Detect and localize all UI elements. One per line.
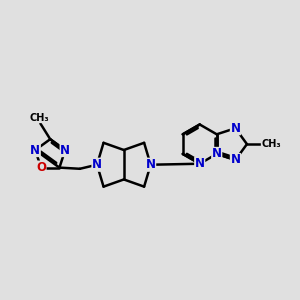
Text: O: O xyxy=(36,161,46,174)
Text: N: N xyxy=(230,154,240,166)
Text: CH₃: CH₃ xyxy=(30,112,50,123)
Text: N: N xyxy=(230,122,240,135)
Text: CH₃: CH₃ xyxy=(261,139,281,149)
Text: N: N xyxy=(30,144,40,157)
Text: N: N xyxy=(212,147,222,161)
Text: N: N xyxy=(146,158,156,171)
Text: N: N xyxy=(60,144,70,157)
Text: N: N xyxy=(92,158,102,171)
Text: N: N xyxy=(195,157,205,170)
